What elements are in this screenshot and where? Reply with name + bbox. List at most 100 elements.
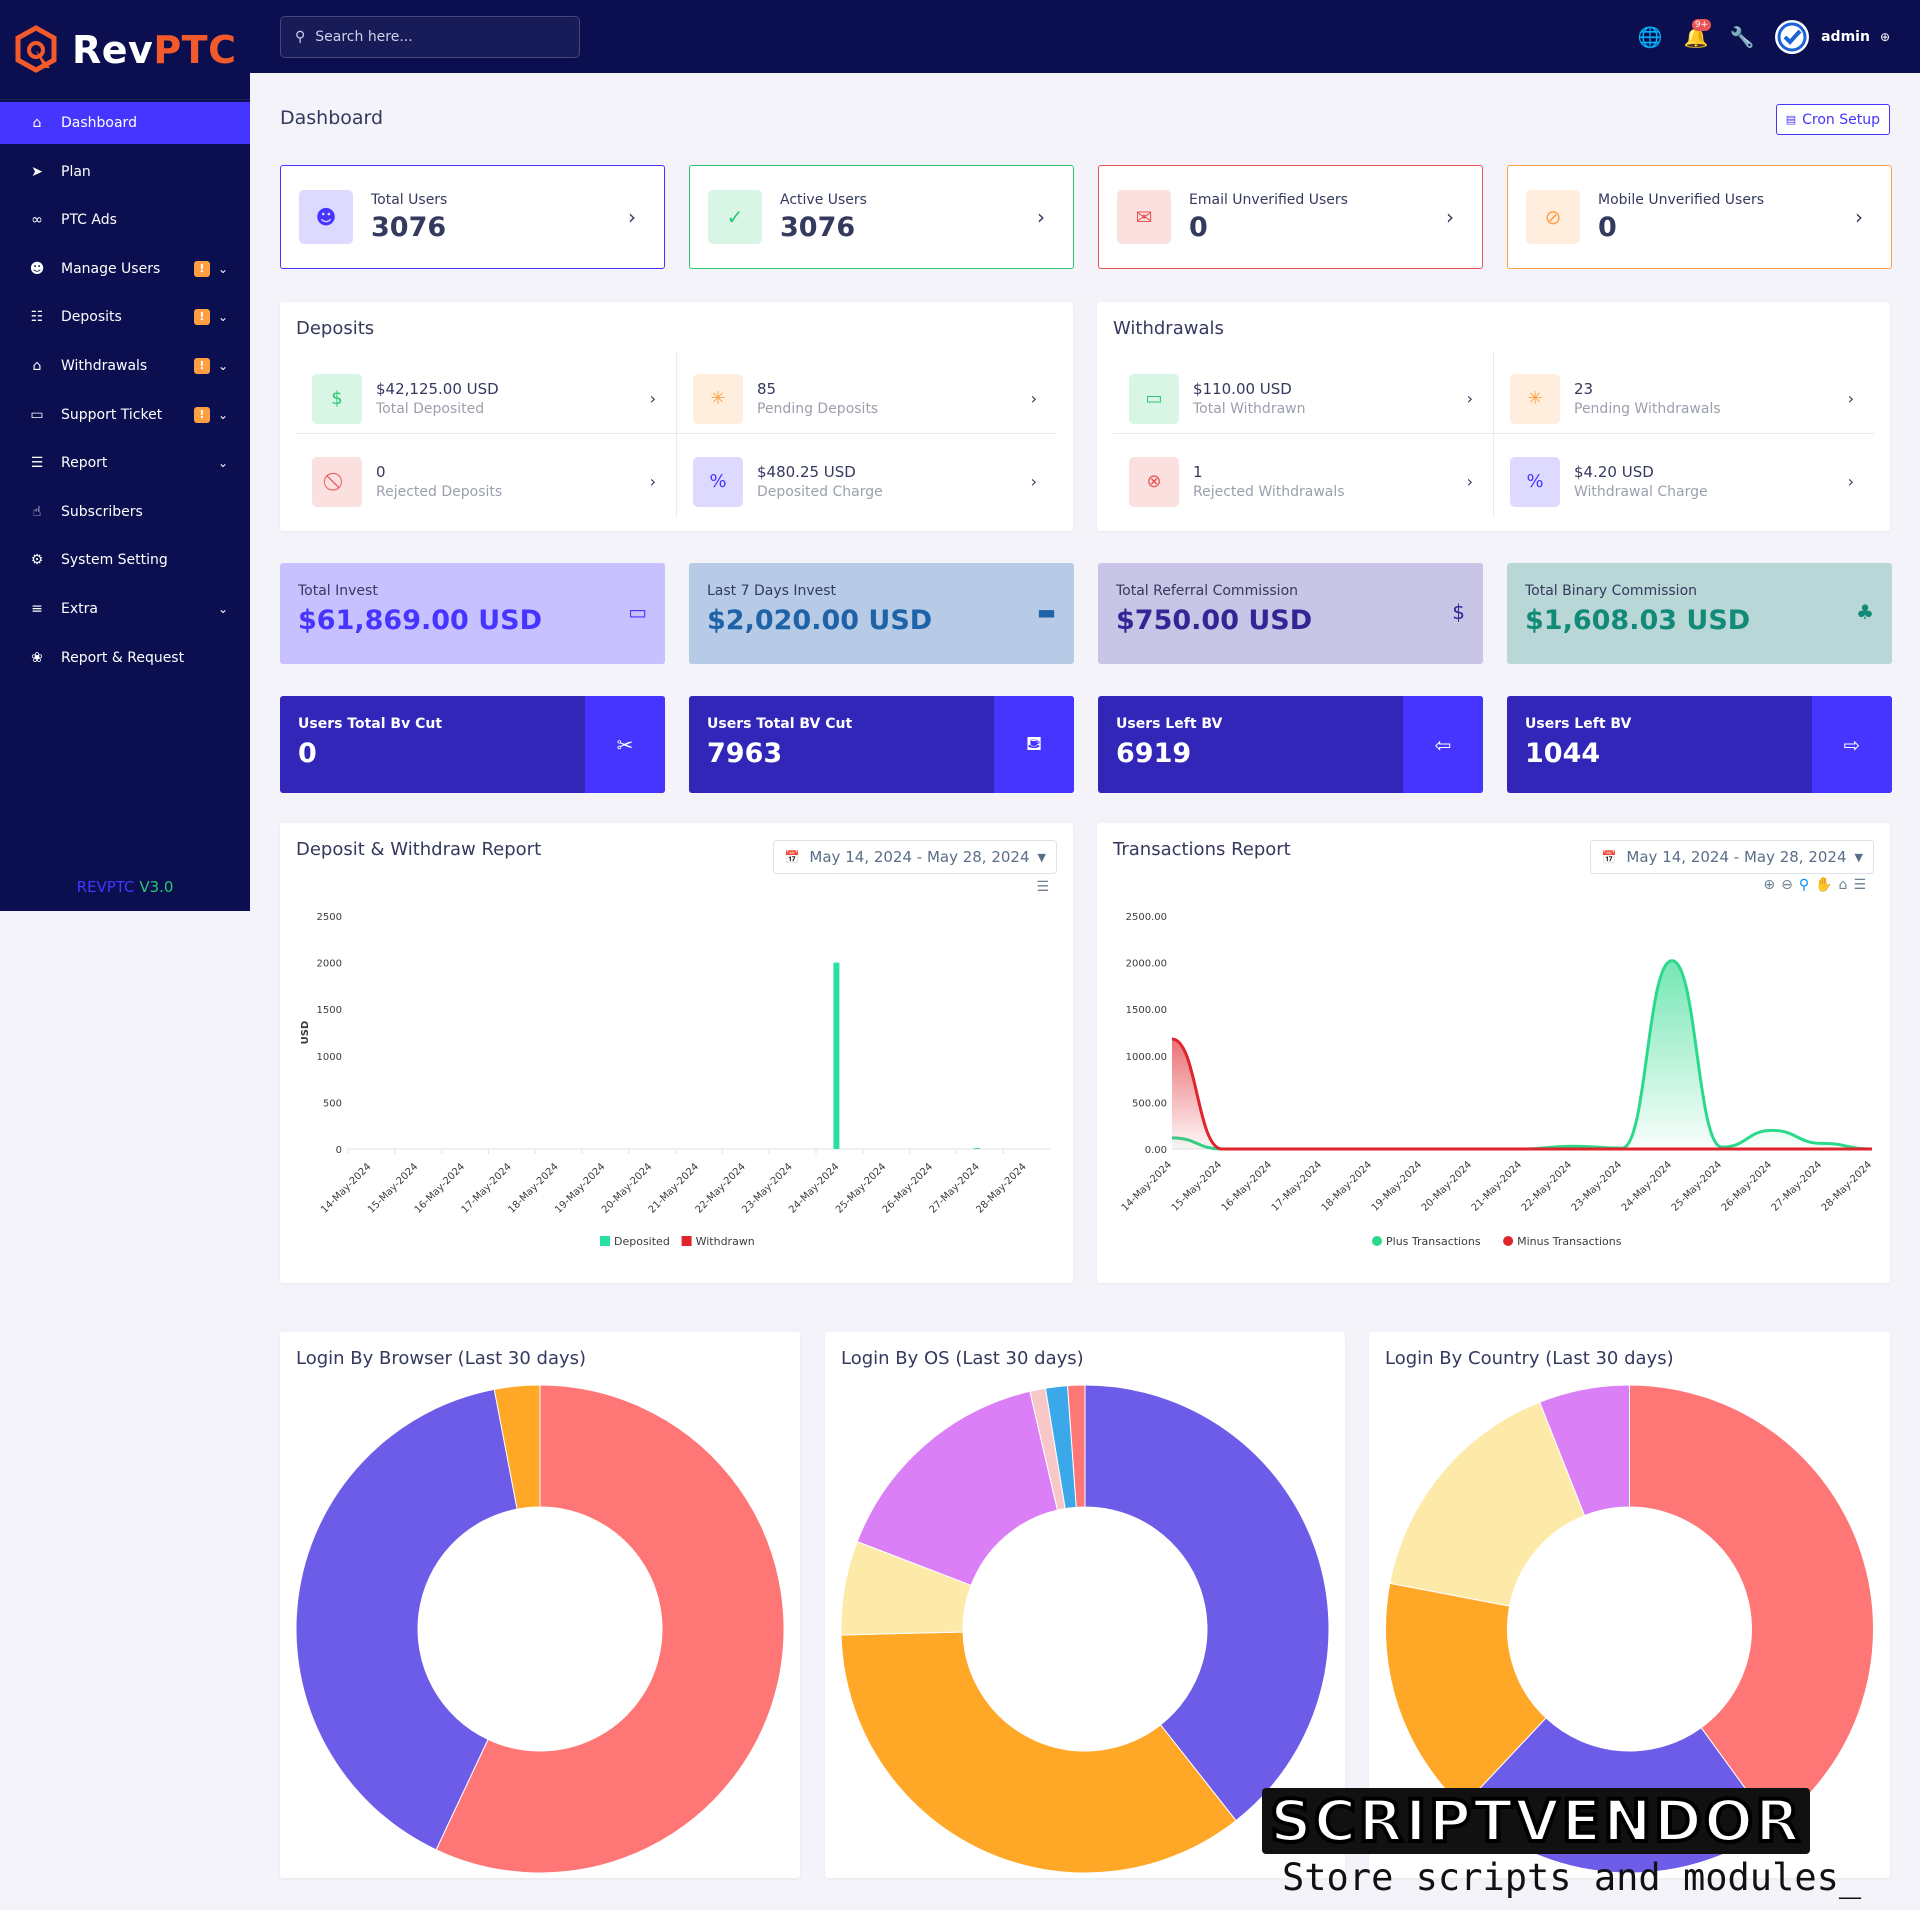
sidebar-item-ptc-ads[interactable]: ∞ PTC Ads (0, 199, 250, 241)
donut-slice (1385, 1582, 1547, 1808)
deposits-item-pending-deposits[interactable]: ✳ 85 Pending Deposits › (677, 357, 1057, 440)
hand-coin-icon: $ (1452, 600, 1465, 624)
date-range-picker[interactable]: 📅 May 14, 2024 - May 28, 2024 ▼ (1590, 840, 1874, 874)
chevron-right-icon[interactable]: › (1855, 205, 1863, 229)
page-title: Dashboard (280, 107, 384, 129)
search-input[interactable]: ⚲ Search here... (280, 15, 580, 58)
zoom-out-icon[interactable]: ⊖ (1781, 877, 1793, 893)
tree-icon: ♣ (1856, 600, 1874, 624)
percent-icon: % (693, 456, 743, 507)
x-tick-label: 24-May-2024 (1620, 1159, 1674, 1213)
chevron-down-icon: ⌄ (217, 310, 228, 325)
bar-deposited (833, 962, 840, 1149)
browser-donut-panel: Login By Browser (Last 30 days) (280, 1332, 800, 1878)
brand-logo[interactable]: RevPTC (0, 0, 250, 100)
warning-badge: ! (193, 357, 210, 374)
bell-icon[interactable]: 🔔 9+ (1673, 18, 1719, 49)
server-icon: ≡ (31, 600, 43, 617)
withdrawals-item-total-withdrawn[interactable]: ▭ $110.00 USD Total Withdrawn › (1113, 357, 1493, 440)
sidebar-item-dashboard[interactable]: ⌂ Dashboard (0, 102, 250, 144)
sidebar-item-system-setting[interactable]: ⚙ System Setting (0, 539, 250, 581)
chevron-right-icon[interactable]: › (1446, 205, 1454, 229)
sidebar-item-support-ticket[interactable]: ▭ Support Ticket! ⌄ (0, 394, 250, 436)
x-tick-label: 15-May-2024 (1170, 1159, 1224, 1213)
item-value: 23 (1574, 380, 1594, 398)
times-circle-icon: ⊗ (1129, 456, 1179, 507)
admin-name[interactable]: admin (1821, 28, 1870, 45)
country-donut-title: Login By Country (Last 30 days) (1385, 1348, 1674, 1369)
donut-slice (1539, 1384, 1630, 1517)
x-tick-label: 16-May-2024 (1220, 1159, 1274, 1213)
arrow-left-circle-icon: ⇦ (1403, 696, 1483, 793)
item-value: $42,125.00 USD (376, 380, 499, 398)
logo-text-ptc: PTC (153, 27, 237, 72)
donut-slice (493, 1384, 541, 1510)
stat-value: $1,608.03 USD (1525, 605, 1751, 636)
widget-active-users[interactable]: ✓ Active Users 3076 › (689, 165, 1074, 269)
globe-icon[interactable]: 🌐 (1637, 24, 1663, 49)
item-label: Rejected Withdrawals (1193, 484, 1345, 500)
wrench-icon[interactable]: 🔧 (1729, 24, 1755, 49)
chevron-right-icon[interactable]: › (1037, 205, 1045, 229)
withdrawals-item-rejected-withdrawals[interactable]: ⊗ 1 Rejected Withdrawals › (1113, 440, 1493, 523)
chevron-down-icon: ⌄ (217, 407, 228, 422)
y-tick-label: 1000.00 (1126, 1052, 1167, 1063)
sidebar-item-subscribers[interactable]: ☝ Subscribers (0, 491, 250, 533)
sidebar-item-plan[interactable]: ➤ Plan (0, 151, 250, 193)
sidebar-item-label: Withdrawals (61, 357, 148, 374)
stat-label: Last 7 Days Invest (707, 583, 837, 599)
sidebar-item-report-request[interactable]: ❀ Report & Request (0, 637, 250, 679)
item-value: 0 (376, 463, 386, 481)
avatar[interactable] (1775, 19, 1810, 54)
transactions-chart: 0.00 500.00 1000.00 1500.00 2000.00 2500.00 14… (1120, 912, 1874, 1248)
search-placeholder: Search here... (315, 28, 413, 45)
stat-last-7-days-invest: Last 7 Days Invest $2,020.00 USD ▬ (689, 563, 1074, 664)
menu-icon[interactable]: ☰ (1036, 879, 1049, 895)
item-label: Pending Withdrawals (1574, 401, 1721, 417)
chevron-down-icon[interactable]: ⊕ (1879, 29, 1890, 44)
warning-badge: ! (193, 406, 210, 423)
pan-hand-icon[interactable]: ✋ (1815, 877, 1833, 893)
sidebar-item-label: Manage Users (61, 260, 161, 277)
x-tick-label: 26-May-2024 (1720, 1159, 1774, 1213)
widget-email-unverified-users[interactable]: ✉ Email Unverified Users 0 › (1098, 165, 1483, 269)
menu-icon[interactable]: ☰ (1853, 877, 1866, 893)
bv-label: Users Total BV Cut (707, 716, 853, 732)
zoom-in-icon[interactable]: ⊕ (1763, 877, 1776, 893)
sidebar-item-report[interactable]: ☰ Report ⌄ (0, 442, 250, 484)
cron-setup-button[interactable]: ▤ Cron Setup (1775, 104, 1890, 135)
sidebar-item-label: Report & Request (61, 649, 185, 666)
chevron-right-icon: › (1030, 472, 1037, 491)
reset-home-icon[interactable]: ⌂ (1838, 877, 1848, 893)
widget-total-users[interactable]: ☻ Total Users 3076 › (280, 165, 665, 269)
sidebar-item-extra[interactable]: ≡ Extra ⌄ (0, 588, 250, 630)
widget-label: Total Users (371, 191, 448, 208)
widget-mobile-unverified-users[interactable]: ⊘ Mobile Unverified Users 0 › (1507, 165, 1892, 269)
y-tick-label: 2500 (317, 912, 342, 923)
file-money-icon: ☷ (30, 309, 44, 326)
deposits-item-rejected-deposits[interactable]: ⃠ 0 Rejected Deposits › (296, 440, 676, 523)
stat-total-invest: Total Invest $61,869.00 USD ▭ (280, 563, 665, 664)
chevron-right-icon: › (1466, 389, 1473, 408)
zoom-select-icon[interactable]: ⚲ (1798, 877, 1810, 893)
legend-label: Plus Transactions (1386, 1235, 1481, 1248)
deposits-item-deposited-charge[interactable]: % $480.25 USD Deposited Charge › (677, 440, 1057, 523)
withdrawals-item-withdrawal-charge[interactable]: % $4.20 USD Withdrawal Charge › (1494, 440, 1874, 523)
chevron-right-icon: › (1466, 472, 1473, 491)
user-check-icon: ✓ (708, 190, 762, 244)
sidebar-item-deposits[interactable]: ☷ Deposits! ⌄ (0, 296, 250, 338)
legend-label: Minus Transactions (1517, 1235, 1622, 1248)
chevron-right-icon: › (649, 389, 656, 408)
donut-slice (840, 1631, 1237, 1874)
sidebar-item-withdrawals[interactable]: ⌂ Withdrawals! ⌄ (0, 345, 250, 387)
users-icon: ☻ (29, 260, 45, 277)
chevron-down-icon: ⌄ (217, 456, 228, 471)
y-tick-label: 0.00 (1145, 1145, 1167, 1156)
chevron-right-icon[interactable]: › (628, 205, 636, 229)
withdrawals-item-pending-withdrawals[interactable]: ✳ 23 Pending Withdrawals › (1494, 357, 1874, 440)
deposit-chart-title: Deposit & Withdraw Report (296, 839, 542, 860)
deposits-item-total-deposited[interactable]: $ $42,125.00 USD Total Deposited › (296, 357, 676, 440)
date-range-picker[interactable]: 📅 May 14, 2024 - May 28, 2024 ▼ (773, 840, 1057, 874)
widget-value: 0 (1189, 211, 1208, 243)
sidebar-item-manage-users[interactable]: ☻ Manage Users! ⌄ (0, 248, 250, 290)
